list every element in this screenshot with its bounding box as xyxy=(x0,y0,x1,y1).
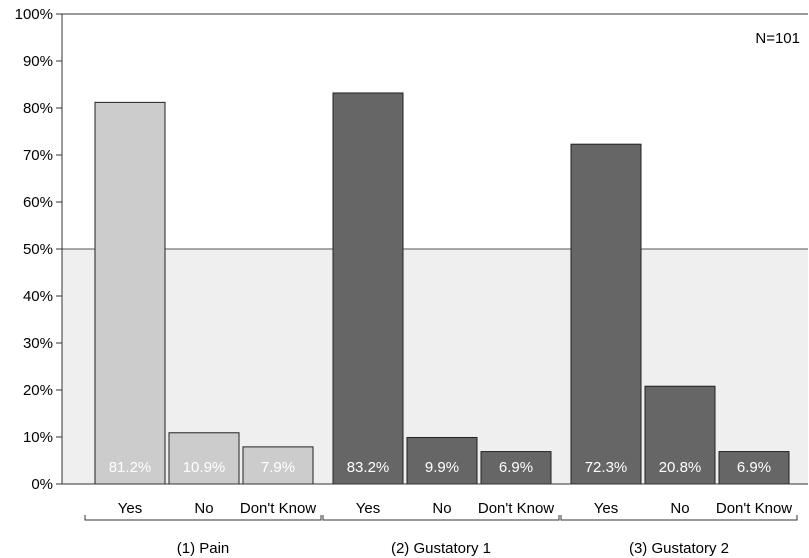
bar xyxy=(332,92,404,485)
group-bracket xyxy=(322,515,560,521)
category-label: Don't Know xyxy=(478,500,554,517)
y-tick-label: 80% xyxy=(23,100,53,117)
y-tick-label: 10% xyxy=(23,429,53,446)
bar xyxy=(644,385,716,485)
bars: 81.2% 10.9% 7.9% 83.2% 9.9% 6.9% 72.3% 20.8% 6.9… xyxy=(94,92,790,485)
bar-value-label: 7.9% xyxy=(261,459,295,476)
group-label: (3) Gustatory 2 xyxy=(629,540,729,557)
y-tick-label: 60% xyxy=(23,194,53,211)
bar xyxy=(168,432,240,485)
category-label: No xyxy=(432,500,451,517)
bar-value-label: 10.9% xyxy=(183,459,226,476)
category-label: Don't Know xyxy=(240,500,316,517)
bar-value-label: 6.9% xyxy=(737,459,771,476)
sample-size-annotation: N=101 xyxy=(755,30,800,47)
category-label: Yes xyxy=(356,500,380,517)
bar-value-label: 81.2% xyxy=(109,459,152,476)
y-tick-label: 40% xyxy=(23,288,53,305)
bar xyxy=(406,436,478,485)
y-tick-label: 30% xyxy=(23,335,53,352)
bar xyxy=(94,101,166,485)
group-label: (2) Gustatory 1 xyxy=(391,540,491,557)
bar-value-label: 6.9% xyxy=(499,459,533,476)
y-tick-label: 50% xyxy=(23,241,53,258)
y-tick-label: 70% xyxy=(23,147,53,164)
category-label: No xyxy=(194,500,213,517)
bar-value-label: 20.8% xyxy=(659,459,702,476)
group-bracket xyxy=(84,515,322,521)
category-label: Yes xyxy=(594,500,618,517)
bar xyxy=(242,446,314,485)
category-label: No xyxy=(670,500,689,517)
bar xyxy=(480,451,552,485)
group-bracket xyxy=(560,515,798,521)
x-axis: Yes No Don't Know (1) Pain Yes No Don't Know (2… xyxy=(62,483,808,557)
plot-background-upper xyxy=(62,14,808,249)
y-tick-label: 100% xyxy=(15,6,53,23)
bar-value-label: 9.9% xyxy=(425,459,459,476)
group-label: (1) Pain xyxy=(177,540,230,557)
y-tick-label: 0% xyxy=(31,476,53,493)
bar-value-label: 72.3% xyxy=(585,459,628,476)
y-axis: 0% 10% 20% 30% 40% 50% 60% 70% 80% 90% 100% xyxy=(15,6,62,493)
y-tick-label: 20% xyxy=(23,382,53,399)
y-tick-label: 90% xyxy=(23,53,53,70)
bar-value-label: 83.2% xyxy=(347,459,390,476)
category-label: Yes xyxy=(118,500,142,517)
bar xyxy=(570,143,642,485)
bar xyxy=(718,451,790,485)
category-label: Don't Know xyxy=(716,500,792,517)
